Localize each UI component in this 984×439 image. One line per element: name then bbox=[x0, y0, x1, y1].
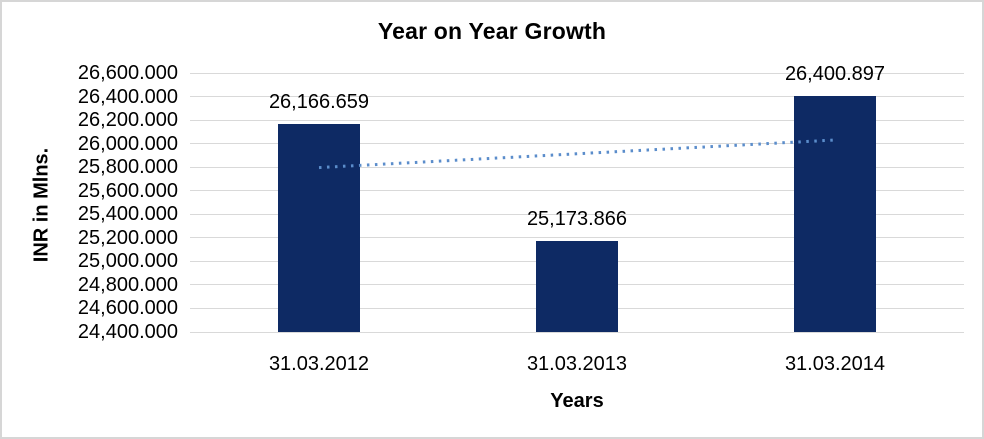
bar-value-label: 26,166.659 bbox=[268, 91, 370, 114]
bar-value-label: 25,173.866 bbox=[526, 207, 628, 230]
y-tick-label: 26,600.000 bbox=[77, 62, 178, 84]
chart-title: Year on Year Growth bbox=[377, 18, 607, 44]
x-tick-label: 31.03.2012 bbox=[268, 353, 370, 375]
gridline bbox=[190, 331, 964, 333]
y-tick-label: 26,400.000 bbox=[77, 85, 178, 108]
gridline bbox=[190, 119, 964, 121]
y-tick-label: 26,000.000 bbox=[77, 132, 178, 155]
bar-value-label: 26,400.897 bbox=[784, 63, 886, 86]
bar bbox=[536, 240, 618, 332]
plot-area: 26,166.659 25,173.866 26,400.897 bbox=[190, 63, 964, 333]
y-tick-label: 25,000.000 bbox=[77, 250, 178, 273]
x-axis-title: Years bbox=[550, 390, 604, 412]
bar bbox=[794, 96, 876, 332]
y-tick-label: 25,200.000 bbox=[77, 226, 178, 249]
y-tick-label: 25,400.000 bbox=[77, 203, 178, 226]
x-tick-label: 31.03.2013 bbox=[526, 353, 628, 375]
gridline bbox=[190, 166, 964, 168]
y-axis-tick-labels: 26,600.000 26,400.000 26,200.000 26,000.000… bbox=[2, 2, 178, 437]
gridline bbox=[190, 190, 964, 192]
gridline bbox=[190, 237, 964, 239]
bar bbox=[278, 124, 360, 332]
y-tick-label: 24,400.000 bbox=[77, 321, 178, 343]
y-tick-label: 26,200.000 bbox=[77, 109, 178, 132]
x-tick-label: 31.03.2014 bbox=[784, 353, 886, 375]
gridline bbox=[190, 143, 964, 145]
y-tick-label: 25,800.000 bbox=[77, 156, 178, 179]
trendline bbox=[318, 138, 836, 170]
y-tick-label: 25,600.000 bbox=[77, 179, 178, 202]
gridline bbox=[190, 72, 964, 74]
gridline bbox=[190, 213, 964, 215]
gridline bbox=[190, 96, 964, 98]
y-tick-label: 24,600.000 bbox=[77, 297, 178, 320]
y-tick-label: 24,800.000 bbox=[77, 273, 178, 296]
